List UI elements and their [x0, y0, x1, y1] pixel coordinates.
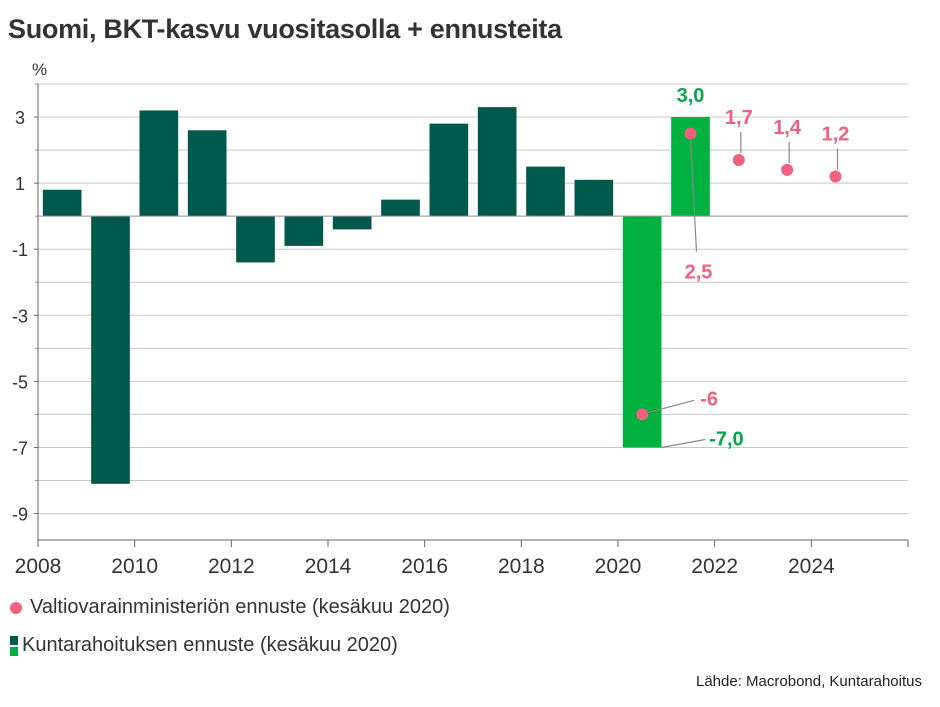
legend-item-kuntarahoitus: Kuntarahoituksen ennuste (kesäkuu 2020) [10, 634, 398, 657]
bar [236, 216, 275, 263]
y-tick-label: -1 [12, 240, 28, 260]
point-label: 1,2 [822, 124, 850, 146]
bar [187, 130, 227, 217]
leader-line [689, 139, 698, 252]
forecast-point [781, 163, 794, 176]
x-tick-label: 2020 [595, 555, 642, 578]
y-tick-label: -9 [12, 505, 28, 525]
gdp-growth-chart: 3 1 -1 -3 -5 -7 -9 2008 2010 2012 2014 2016 2018 2020… [12, 83, 909, 578]
bar-label: 3,0 [677, 85, 705, 107]
y-tick-label: -5 [12, 372, 28, 392]
bar-series [42, 107, 710, 484]
point-label: -6 [700, 388, 718, 410]
point-series [636, 127, 842, 421]
point-label: 2,5 [685, 262, 713, 284]
y-tick-label: 3 [15, 108, 25, 128]
y-axis-unit: % [32, 60, 48, 79]
forecast-point [829, 170, 842, 183]
bar [42, 189, 82, 217]
y-tick-label: -7 [12, 438, 28, 458]
point-label: 1,4 [773, 117, 802, 139]
forecast-point [684, 127, 697, 140]
bar [574, 179, 614, 217]
legend-label-kuntarahoitus: Kuntarahoituksen ennuste (kesäkuu 2020) [22, 634, 398, 656]
x-tick-label: 2022 [691, 555, 738, 578]
bar [526, 166, 565, 217]
y-tick-label: 1 [15, 174, 25, 194]
x-tick-label: 2010 [111, 555, 158, 578]
leader-line [648, 399, 695, 414]
point-label: 1,7 [725, 107, 753, 129]
x-tick-label: 2014 [305, 555, 352, 578]
x-tick-label: 2012 [208, 555, 255, 578]
source-note: Lähde: Macrobond, Kuntarahoitus [696, 673, 922, 690]
legend-label-vm: Valtiovarainministeriön ennuste (kesäkuu… [30, 596, 450, 618]
bar [91, 216, 130, 484]
bar [429, 123, 469, 217]
chart-title: Suomi, BKT-kasvu vuositasolla + ennustei… [8, 14, 562, 44]
annotations: -7,0 3,0 -6 2,5 1,7 1,4 1,2 [648, 85, 849, 450]
bar [332, 216, 372, 230]
axes: 3 1 -1 -3 -5 -7 -9 2008 2010 2012 2014 2016 2018 2020… [12, 83, 909, 578]
x-tick-label: 2018 [498, 555, 545, 578]
x-tick-label: 2008 [15, 555, 62, 578]
forecast-point [732, 154, 745, 166]
legend-square-icon [10, 635, 18, 657]
x-tick-label: 2024 [788, 555, 835, 578]
bar [381, 199, 420, 217]
leader-line [661, 438, 706, 449]
legend-item-vm: Valtiovarainministeriön ennuste (kesäkuu… [10, 596, 450, 619]
x-tick-label: 2016 [401, 555, 448, 578]
legend-dot-icon [10, 601, 22, 614]
bar [477, 107, 517, 217]
bar [284, 216, 324, 246]
bar [139, 110, 179, 217]
y-tick-label: -3 [12, 306, 28, 326]
forecast-point [636, 408, 649, 421]
bar-label: -7,0 [709, 428, 743, 450]
